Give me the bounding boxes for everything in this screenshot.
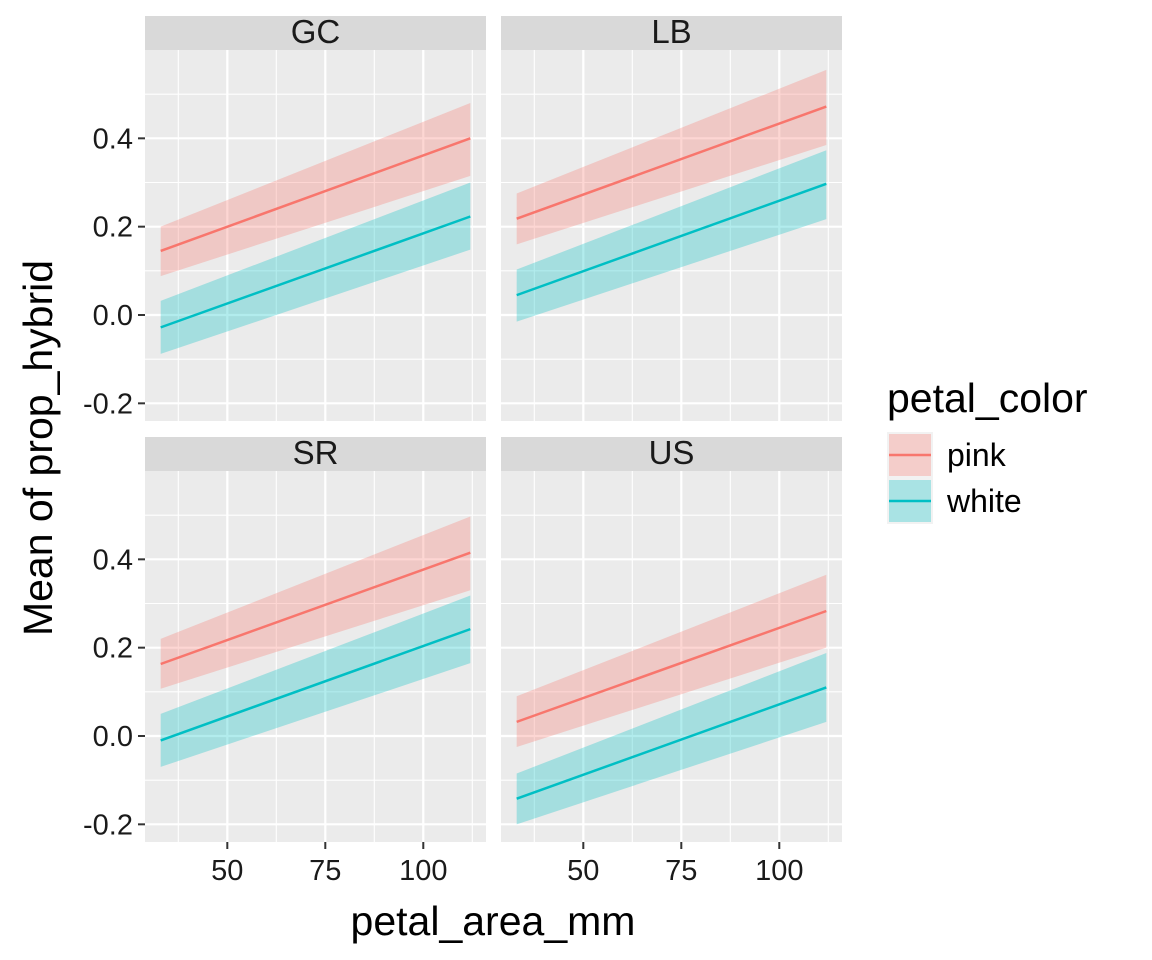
- y-tick-label: 0.0: [93, 300, 133, 332]
- confidence-band-white: [516, 150, 827, 322]
- y-tick-label: 0.2: [93, 633, 133, 665]
- confidence-band-pink: [516, 69, 827, 245]
- confidence-band-white: [160, 595, 471, 767]
- facet-strip-label: SR: [293, 434, 339, 471]
- x-tick-label: 50: [211, 855, 243, 887]
- x-tick-label: 100: [755, 855, 803, 887]
- facet-us: US: [501, 434, 842, 842]
- facet-strip-label: LB: [651, 13, 691, 50]
- facet-strip-label: US: [649, 434, 695, 471]
- series-line-pink: [160, 551, 471, 666]
- legend-label: white: [946, 483, 1022, 519]
- series-line-pink: [516, 609, 827, 724]
- series-line-pink: [160, 137, 471, 253]
- legend-label: pink: [947, 437, 1007, 473]
- series-line-white: [160, 215, 471, 329]
- facet-strip: [501, 437, 842, 471]
- y-axis: -0.2 0.0 0.2 0.4 -0.2 0.0 0.2 0.4: [83, 123, 145, 841]
- legend-item-pink: pink: [887, 432, 1007, 478]
- confidence-band-pink: [160, 103, 471, 277]
- x-tick-label: 50: [567, 855, 599, 887]
- legend-title: petal_color: [887, 375, 1088, 421]
- legend: petal_color pink white: [887, 375, 1088, 524]
- legend-item-white: white: [887, 478, 1022, 524]
- confidence-band-white: [160, 182, 471, 354]
- facet-strip: [501, 16, 842, 50]
- x-axis-title: petal_area_mm: [351, 898, 636, 944]
- y-axis-title: Mean of prop_hybrid: [15, 260, 61, 636]
- y-tick-label: 0.4: [93, 123, 133, 155]
- series-line-white: [160, 627, 471, 742]
- series-line-white: [516, 182, 827, 297]
- x-axis: 50 75 100 50 75 100: [211, 842, 803, 887]
- facet-strip: [145, 16, 486, 50]
- facet-strip-label: GC: [291, 13, 341, 50]
- confidence-band-white: [516, 652, 827, 825]
- series-line-white: [516, 686, 827, 800]
- y-tick-label: 0.2: [93, 212, 133, 244]
- facet-strip: [145, 437, 486, 471]
- confidence-band-pink: [516, 574, 827, 748]
- y-tick-label: -0.2: [83, 809, 133, 841]
- x-tick-label: 75: [309, 855, 341, 887]
- series-line-pink: [516, 105, 827, 220]
- y-tick-label: 0.0: [93, 721, 133, 753]
- facet-gc: GC: [145, 13, 486, 421]
- y-tick-label: 0.4: [93, 544, 133, 576]
- facet-panels: GC LB SR US: [145, 13, 842, 842]
- x-tick-label: 75: [665, 855, 697, 887]
- facet-lb: LB: [501, 13, 842, 421]
- x-tick-label: 100: [399, 855, 447, 887]
- y-tick-label: -0.2: [83, 388, 133, 420]
- facet-sr: SR: [145, 434, 486, 842]
- confidence-band-pink: [160, 516, 471, 689]
